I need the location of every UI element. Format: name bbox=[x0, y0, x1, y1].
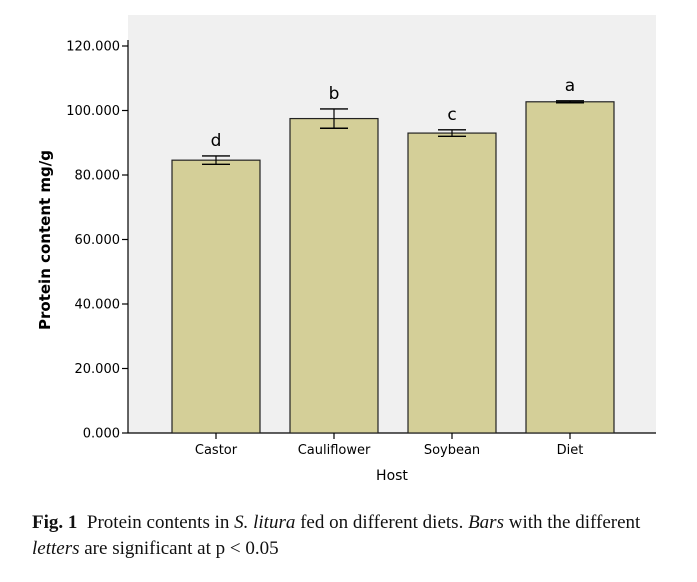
significance-letter: d bbox=[211, 131, 222, 151]
x-axis-title: Host bbox=[376, 468, 408, 484]
caption-text-3: with the different bbox=[503, 512, 641, 533]
caption-text-2: fed on different diets. bbox=[295, 512, 469, 533]
y-axis-title: Protein content mg/g bbox=[36, 150, 54, 330]
x-category-label: Castor bbox=[195, 443, 238, 458]
caption-label: Fig. 1 bbox=[32, 512, 78, 533]
bar bbox=[289, 117, 379, 434]
x-category-label: Diet bbox=[557, 443, 584, 458]
y-tick-label: 60.000 bbox=[75, 233, 121, 248]
caption-bars-word: Bars bbox=[468, 512, 504, 533]
y-tick-label: 80.000 bbox=[75, 169, 121, 184]
y-tick-label: 40.000 bbox=[75, 298, 121, 313]
bar bbox=[407, 132, 497, 434]
bar bbox=[171, 159, 261, 434]
bar-chart: 0.000 20.000 40.000 60.000 80.000 100.000 120.… bbox=[36, 15, 656, 484]
x-category-label: Cauliflower bbox=[298, 443, 371, 458]
significance-letter: b bbox=[329, 84, 340, 104]
y-tick-label: 120.000 bbox=[66, 40, 120, 55]
y-tick-label: 20.000 bbox=[75, 362, 121, 377]
significance-letter: c bbox=[447, 105, 456, 125]
figure-caption: Fig. 1 Protein contents in S. litura fed… bbox=[32, 510, 672, 562]
caption-species: S. litura bbox=[234, 512, 296, 533]
y-tick-label: 100.000 bbox=[66, 104, 120, 119]
caption-text-1: Protein contents in bbox=[86, 512, 235, 533]
caption-letters-word: letters bbox=[32, 538, 80, 559]
y-tick-label: 0.000 bbox=[83, 427, 120, 442]
caption-text-4: are significant at p < 0.05 bbox=[79, 538, 279, 559]
bar bbox=[525, 101, 615, 434]
x-category-label: Soybean bbox=[424, 443, 480, 458]
significance-letter: a bbox=[565, 76, 575, 96]
